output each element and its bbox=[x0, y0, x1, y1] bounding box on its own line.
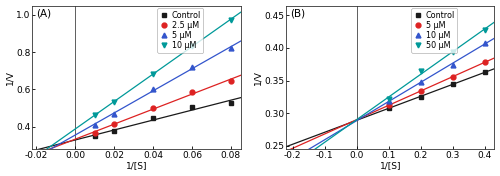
5 μM bbox=[418, 90, 424, 92]
5 μM bbox=[450, 76, 456, 78]
Line: 10 μM: 10 μM bbox=[386, 40, 488, 103]
Control bbox=[111, 130, 117, 132]
Text: (B): (B) bbox=[290, 8, 306, 18]
5 μM bbox=[150, 88, 156, 90]
10 μM bbox=[189, 45, 195, 47]
Control bbox=[450, 83, 456, 86]
Control bbox=[418, 96, 424, 98]
5 μM bbox=[111, 112, 117, 115]
5 μM bbox=[189, 66, 195, 68]
10 μM bbox=[482, 42, 488, 44]
Line: 5 μM: 5 μM bbox=[386, 60, 488, 108]
5 μM bbox=[482, 61, 488, 63]
2.5 μM bbox=[92, 132, 98, 134]
10 μM bbox=[386, 100, 392, 102]
Control bbox=[189, 105, 195, 108]
2.5 μM bbox=[150, 107, 156, 109]
10 μM bbox=[450, 64, 456, 66]
50 μM bbox=[418, 70, 424, 73]
Legend: Control, 5 μM, 10 μM, 50 μM: Control, 5 μM, 10 μM, 50 μM bbox=[411, 8, 457, 53]
Legend: Control, 2.5 μM, 5 μM, 10 μM: Control, 2.5 μM, 5 μM, 10 μM bbox=[157, 8, 204, 53]
Line: 50 μM: 50 μM bbox=[386, 27, 488, 101]
Control bbox=[228, 102, 234, 104]
10 μM bbox=[228, 18, 234, 21]
Control bbox=[386, 107, 392, 109]
Text: (A): (A) bbox=[36, 8, 52, 18]
50 μM bbox=[450, 51, 456, 53]
Control bbox=[92, 136, 98, 138]
Line: 2.5 μM: 2.5 μM bbox=[92, 78, 234, 136]
Line: Control: Control bbox=[92, 101, 234, 139]
Control bbox=[150, 117, 156, 120]
5 μM bbox=[386, 104, 392, 106]
Y-axis label: 1/V: 1/V bbox=[6, 70, 15, 85]
10 μM bbox=[418, 81, 424, 84]
X-axis label: 1/[S]: 1/[S] bbox=[126, 161, 148, 170]
2.5 μM bbox=[189, 91, 195, 93]
Control bbox=[482, 71, 488, 73]
10 μM bbox=[92, 114, 98, 116]
Y-axis label: 1/V: 1/V bbox=[254, 70, 262, 85]
50 μM bbox=[386, 98, 392, 100]
5 μM bbox=[228, 47, 234, 49]
Line: Control: Control bbox=[386, 70, 488, 110]
10 μM bbox=[150, 73, 156, 76]
X-axis label: 1/[S]: 1/[S] bbox=[380, 161, 401, 170]
10 μM bbox=[111, 101, 117, 103]
Line: 10 μM: 10 μM bbox=[92, 17, 234, 117]
2.5 μM bbox=[228, 80, 234, 82]
5 μM bbox=[92, 124, 98, 126]
Line: 5 μM: 5 μM bbox=[92, 46, 234, 127]
2.5 μM bbox=[111, 123, 117, 125]
50 μM bbox=[482, 29, 488, 31]
